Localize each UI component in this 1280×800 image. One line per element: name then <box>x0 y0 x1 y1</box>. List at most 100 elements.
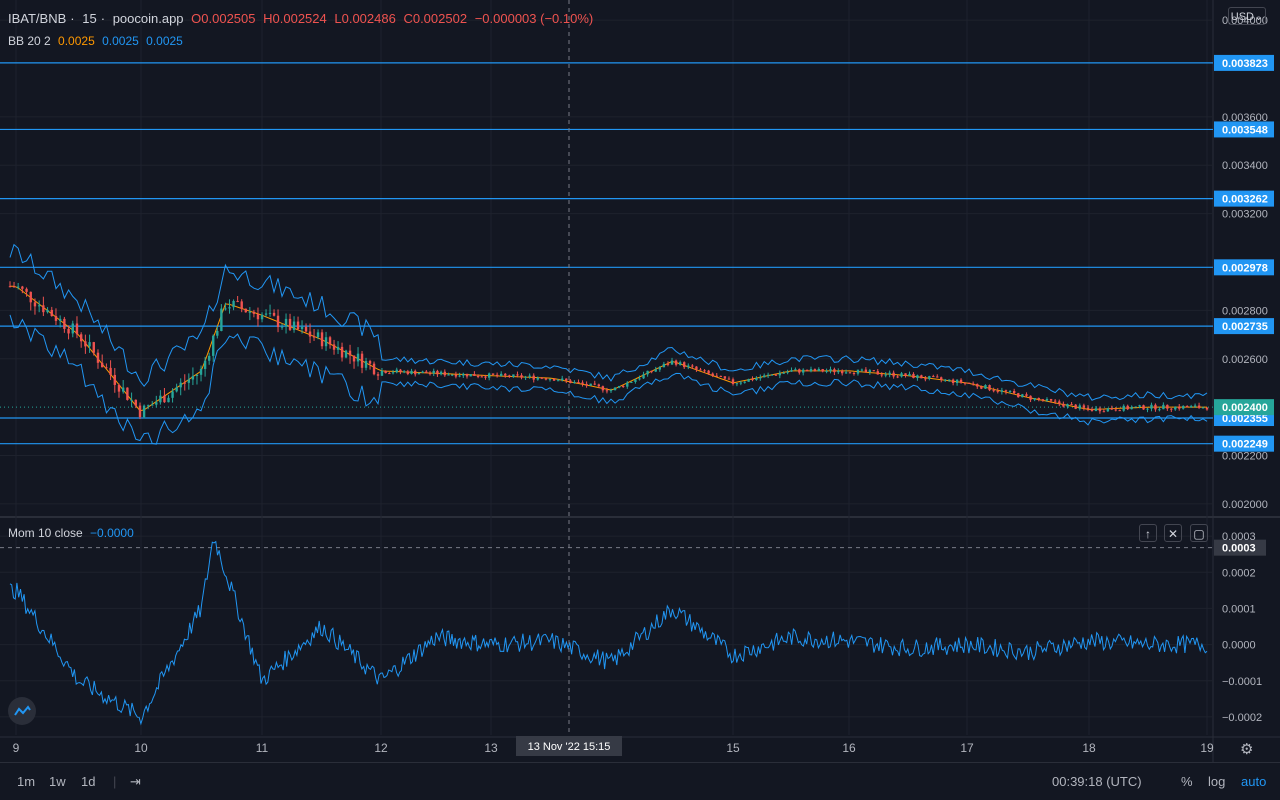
candle-body <box>1045 398 1049 401</box>
candle-body <box>699 369 702 371</box>
move-pane-up-icon[interactable]: ↑ <box>1139 524 1157 542</box>
candle-body <box>395 369 398 373</box>
bollinger-bands <box>9 243 1208 445</box>
range-1m[interactable]: 1m <box>17 774 36 789</box>
date-range-icon[interactable]: ⇥ <box>130 774 141 789</box>
candle-body <box>1110 408 1114 410</box>
symbol[interactable]: IBAT/BNB <box>8 11 67 26</box>
candle-body <box>224 308 227 310</box>
candle-body <box>58 318 62 321</box>
candle-body <box>16 286 20 288</box>
candle-body <box>552 378 556 381</box>
candle-body <box>650 370 653 372</box>
chart-legend: IBAT/BNB · 15 · poocoin.app O0.002505 H0.0… <box>8 11 594 26</box>
candle-body <box>121 387 125 392</box>
candle-body <box>1114 409 1117 411</box>
candle-body <box>872 370 876 372</box>
candle-body <box>454 374 458 377</box>
price-tick-label: 0.003600 <box>1222 112 1268 124</box>
candle-body <box>264 313 268 315</box>
bb-lower-band <box>9 314 1208 445</box>
level-price-label: 0.002735 <box>1222 321 1268 333</box>
candle-body <box>280 326 284 328</box>
candle-body <box>316 332 320 338</box>
mom-legend[interactable]: Mom 10 close −0.0000 <box>8 526 138 540</box>
close-pane-icon[interactable]: ✕ <box>1164 524 1182 542</box>
candle-body <box>778 373 782 376</box>
candle-body <box>860 369 864 371</box>
candle-body <box>825 370 828 372</box>
candle-body <box>1162 404 1165 410</box>
candle-body <box>856 369 860 374</box>
candle-body <box>465 373 469 377</box>
candle-body <box>1106 408 1110 412</box>
candle-body <box>896 376 899 378</box>
candle-body <box>54 316 58 321</box>
candle-body <box>674 360 678 365</box>
candle-body <box>508 375 511 377</box>
candle-body <box>1037 397 1040 400</box>
candle-body <box>244 308 247 313</box>
candle-body <box>1033 397 1036 400</box>
time-tick-label: 17 <box>960 741 974 755</box>
auto-toggle[interactable]: auto <box>1241 774 1267 789</box>
percent-toggle[interactable]: % <box>1181 774 1193 789</box>
candle-body <box>821 369 824 372</box>
candle-body <box>1041 399 1045 401</box>
candle-body <box>63 318 66 329</box>
candle-body <box>805 369 809 372</box>
settings-gear-icon[interactable]: ⚙ <box>1240 741 1254 758</box>
bottom-toolbar: 1m 1w 1d | ⇥ 00:39:18 (UTC) % log auto <box>0 762 1280 800</box>
candle-body <box>308 331 312 337</box>
candle-body <box>565 378 568 381</box>
candle-body <box>399 369 402 372</box>
candle-body <box>1197 405 1201 408</box>
candle-body <box>406 371 410 374</box>
level-price-badge <box>1214 121 1274 138</box>
bb-legend[interactable]: BB 20 2 0.0025 0.0025 0.0025 <box>8 34 187 48</box>
candle-body <box>1201 407 1205 409</box>
candle-body <box>417 373 421 375</box>
range-1d[interactable]: 1d <box>81 774 96 789</box>
bb-label: BB 20 2 <box>8 34 51 48</box>
candle-body <box>33 302 37 307</box>
candle-body <box>711 373 714 376</box>
log-toggle[interactable]: log <box>1208 774 1226 789</box>
candle-body <box>786 371 789 373</box>
ohlc-open: O0.002505 <box>191 11 256 26</box>
currency-select[interactable]: USD⌄ <box>1228 7 1266 25</box>
candle-body <box>829 369 832 371</box>
candle-body <box>1012 391 1016 394</box>
candle-body <box>1053 400 1057 402</box>
level-price-badge <box>1214 259 1274 276</box>
candle-body <box>912 373 915 379</box>
maximize-pane-icon[interactable]: ▢ <box>1190 524 1208 542</box>
utc-clock[interactable]: 00:39:18 (UTC) <box>1052 774 1142 789</box>
candle-body <box>1021 394 1024 398</box>
price-tick-label: 0.003200 <box>1222 209 1268 221</box>
candle-body <box>276 315 280 328</box>
time-tick-label: 13 <box>484 741 498 755</box>
candle-body <box>348 350 352 356</box>
candle-body <box>609 390 613 392</box>
range-1w[interactable]: 1w <box>49 774 66 789</box>
candle-body <box>984 385 987 389</box>
candle-body <box>1126 405 1129 410</box>
candle-body <box>670 360 674 365</box>
candle-body <box>1094 408 1098 411</box>
time-tick-label: 18 <box>1082 741 1096 755</box>
candle-body <box>992 390 995 392</box>
candle-body <box>1066 404 1069 407</box>
candle-body <box>852 373 856 375</box>
candle-body <box>142 405 146 418</box>
candle-body <box>536 377 540 380</box>
candle-body <box>904 373 907 376</box>
candle-body <box>556 380 560 382</box>
candle-body <box>585 383 588 386</box>
crosshair-time-label: 13 Nov '22 15:15 <box>528 741 611 753</box>
tradingview-logo-icon[interactable] <box>8 697 36 725</box>
candle-body <box>376 374 380 376</box>
candle-body <box>344 350 348 358</box>
candle-body <box>613 387 617 391</box>
